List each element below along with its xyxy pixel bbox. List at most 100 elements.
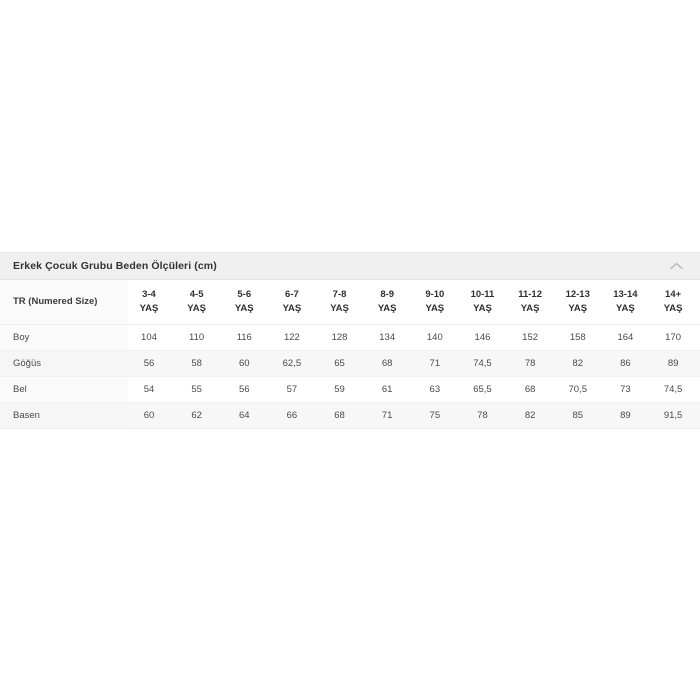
- table-row: Boy 104 110 116 122 128 134 140 146 152 158 164 170: [0, 324, 700, 351]
- cell-value: 78: [509, 350, 557, 377]
- column-header-unit: YAŞ: [663, 302, 683, 314]
- column-header-range: 10-11: [470, 288, 495, 300]
- column-header-unit: YAŞ: [377, 302, 397, 314]
- chevron-up-icon[interactable]: [666, 256, 686, 276]
- size-chart-panel: Erkek Çocuk Grubu Beden Ölçüleri (cm) TR…: [0, 252, 700, 429]
- cell-value: 55: [175, 376, 224, 403]
- column-header-age-3-4: 3-4 YAŞ: [128, 280, 176, 325]
- column-header-age-8-9: 8-9 YAŞ: [366, 280, 414, 325]
- table-row: Bel 54 55 56 57 59 61 63 65,5 68 70,5 73 74,5: [0, 376, 700, 403]
- table-header-row: TR (Numered Size) 3-4 YAŞ 4-5 YAŞ 5-6 YAŞ 6-7 Y…: [0, 280, 700, 325]
- column-header-range: 4-5: [189, 288, 204, 300]
- cell-value: 122: [271, 324, 319, 351]
- cell-value: 158: [556, 324, 605, 351]
- cell-value: 65,5: [461, 376, 510, 403]
- row-label-Basen: Basen: [0, 402, 129, 429]
- column-header-range: 12-13: [565, 288, 590, 300]
- column-header-range: 14+: [665, 288, 682, 300]
- cell-value: 68: [318, 402, 367, 429]
- cell-value: 62: [175, 402, 224, 429]
- column-header-unit: YAŞ: [425, 302, 445, 314]
- size-measurements-table: TR (Numered Size) 3-4 YAŞ 4-5 YAŞ 5-6 YAŞ 6-7 Y…: [0, 280, 700, 429]
- cell-value: 78: [461, 402, 510, 429]
- cell-value: 68: [509, 376, 557, 403]
- cell-value: 56: [223, 376, 272, 403]
- cell-value: 64: [223, 402, 272, 429]
- cell-value: 91,5: [652, 402, 700, 429]
- cell-value: 89: [604, 402, 653, 429]
- column-header-unit: YAŞ: [234, 302, 254, 314]
- cell-value: 60: [223, 350, 272, 377]
- column-header-range: 5-6: [237, 288, 252, 300]
- column-header-unit: YAŞ: [187, 302, 206, 314]
- column-header-unit: YAŞ: [473, 302, 492, 314]
- cell-value: 54: [128, 376, 176, 403]
- cell-value: 86: [604, 350, 653, 377]
- cell-value: 73: [604, 376, 653, 403]
- cell-value: 58: [175, 350, 224, 377]
- column-header-range: 6-7: [285, 288, 299, 300]
- cell-value: 146: [461, 324, 510, 351]
- cell-value: 74,5: [652, 376, 700, 403]
- cell-value: 85: [556, 402, 605, 429]
- cell-value: 140: [414, 324, 462, 351]
- column-header-range: 9-10: [425, 288, 445, 300]
- cell-value: 59: [318, 376, 367, 403]
- cell-value: 63: [414, 376, 462, 403]
- column-header-range: 7-8: [332, 288, 347, 300]
- column-header-age-13-14: 13-14 YAŞ: [604, 280, 653, 325]
- column-header-unit: YAŞ: [616, 302, 635, 314]
- table-head: TR (Numered Size) 3-4 YAŞ 4-5 YAŞ 5-6 YAŞ 6-7 Y…: [0, 280, 700, 325]
- cell-value: 116: [223, 324, 272, 351]
- cell-value: 152: [509, 324, 557, 351]
- row-label-Göğüs: Göğüs: [0, 350, 129, 377]
- row-label-Boy: Boy: [0, 324, 129, 351]
- column-header-range: 3-4: [142, 288, 156, 300]
- cell-value: 82: [509, 402, 557, 429]
- cell-value: 65: [318, 350, 367, 377]
- column-header-age-9-10: 9-10 YAŞ: [414, 280, 462, 325]
- cell-value: 134: [366, 324, 414, 351]
- column-header-unit: YAŞ: [330, 302, 349, 314]
- cell-value: 164: [604, 324, 653, 351]
- cell-value: 60: [128, 402, 176, 429]
- cell-value: 62,5: [271, 350, 319, 377]
- column-header-unit: YAŞ: [139, 302, 159, 314]
- column-header-age-12-13: 12-13 YAŞ: [556, 280, 605, 325]
- column-header-range: 13-14: [613, 288, 638, 300]
- cell-value: 70,5: [556, 376, 605, 403]
- column-header-age-4-5: 4-5 YAŞ: [175, 280, 224, 325]
- table-body: Boy 104 110 116 122 128 134 140 146 152 158 164 170 G…: [0, 324, 700, 429]
- column-header-age-6-7: 6-7 YAŞ: [271, 280, 319, 325]
- cell-value: 74,5: [461, 350, 510, 377]
- cell-value: 71: [366, 402, 414, 429]
- cell-value: 89: [652, 350, 700, 377]
- cell-value: 75: [414, 402, 462, 429]
- column-header-age-11-12: 11-12 YAŞ: [509, 280, 557, 325]
- cell-value: 128: [318, 324, 367, 351]
- table-row: Basen 60 62 64 66 68 71 75 78 82 85 89 91,5: [0, 402, 700, 429]
- column-header-range: 8-9: [380, 288, 395, 300]
- table-row: Göğüs 56 58 60 62,5 65 68 71 74,5 78 82 86 89: [0, 350, 700, 377]
- size-chart-title: Erkek Çocuk Grubu Beden Ölçüleri (cm): [13, 259, 217, 272]
- size-chart-panel-header[interactable]: Erkek Çocuk Grubu Beden Ölçüleri (cm): [0, 252, 700, 280]
- table-corner-header: TR (Numered Size): [0, 280, 129, 325]
- cell-value: 57: [271, 376, 319, 403]
- column-header-unit: YAŞ: [568, 302, 588, 314]
- column-header-age-7-8: 7-8 YAŞ: [318, 280, 367, 325]
- row-label-Bel: Bel: [0, 376, 129, 403]
- cell-value: 68: [366, 350, 414, 377]
- cell-value: 104: [128, 324, 176, 351]
- cell-value: 66: [271, 402, 319, 429]
- column-header-age-14+: 14+ YAŞ: [652, 280, 700, 325]
- cell-value: 61: [366, 376, 414, 403]
- column-header-age-5-6: 5-6 YAŞ: [223, 280, 272, 325]
- column-header-age-10-11: 10-11 YAŞ: [461, 280, 510, 325]
- cell-value: 170: [652, 324, 700, 351]
- cell-value: 71: [414, 350, 462, 377]
- cell-value: 110: [175, 324, 224, 351]
- column-header-unit: YAŞ: [520, 302, 540, 314]
- cell-value: 82: [556, 350, 605, 377]
- cell-value: 56: [128, 350, 176, 377]
